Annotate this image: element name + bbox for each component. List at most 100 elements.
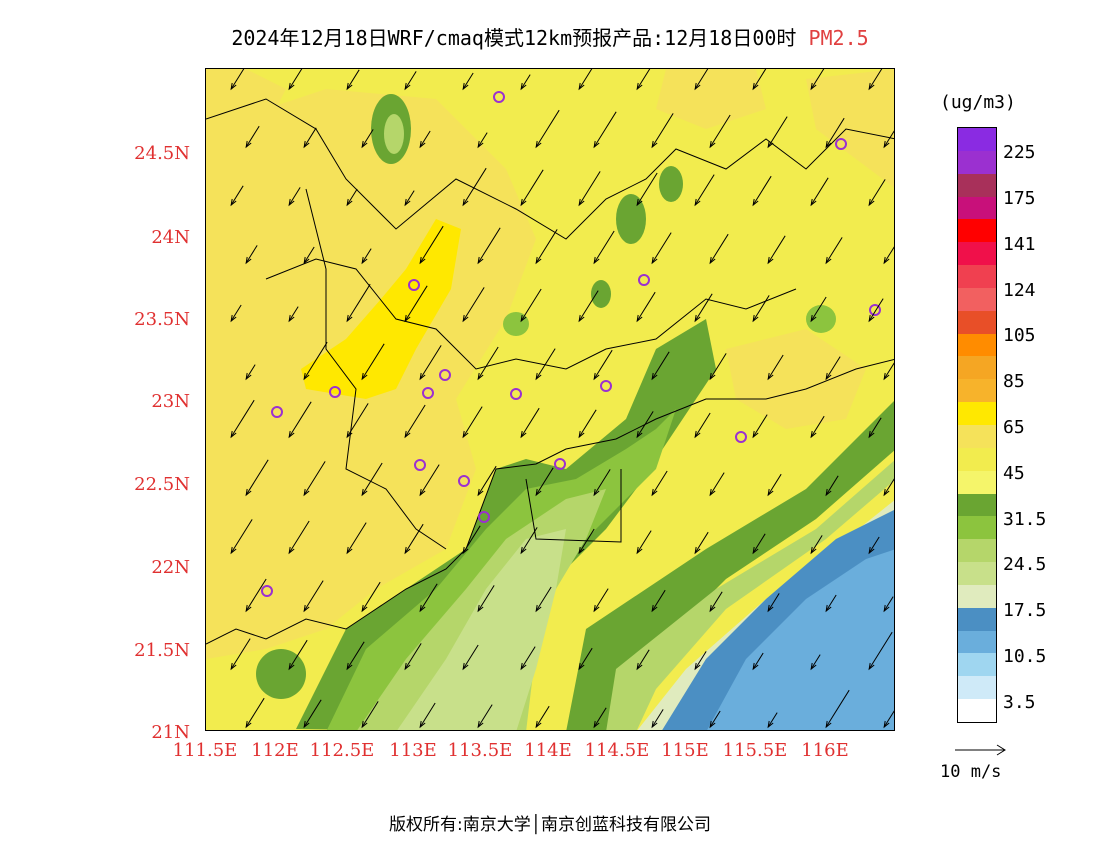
wind-arrow	[651, 351, 670, 380]
wind-arrow-head	[651, 720, 658, 729]
wind-arrow-head	[520, 198, 527, 207]
pm25-map	[205, 68, 895, 731]
wind-arrow-head	[535, 720, 542, 729]
wind-reference-arrow	[955, 744, 1006, 756]
wind-arrow	[593, 469, 611, 496]
wind-arrow	[883, 710, 894, 728]
colorbar-label: 124	[1003, 280, 1036, 301]
wind-arrow-head	[593, 488, 600, 497]
colorbar-label: 65	[1003, 417, 1025, 438]
wind-arrow-head	[825, 604, 832, 613]
wind-arrow-head	[346, 314, 353, 323]
wind-arrow	[361, 581, 381, 612]
colorbar-segment	[958, 584, 996, 608]
wind-arrow-head	[810, 314, 817, 323]
wind-arrow	[868, 69, 883, 90]
lon-label: 114E	[524, 740, 572, 761]
wind-arrow	[709, 710, 721, 728]
colorbar-segment	[958, 539, 996, 563]
wind-arrow	[578, 171, 601, 206]
wind-arrow	[520, 527, 538, 554]
wind-arrow-head	[245, 488, 252, 497]
wind-arrow	[535, 705, 550, 728]
wind-arrow	[245, 245, 258, 264]
colorbar-label: 24.5	[1003, 554, 1047, 575]
wind-arrow-head	[883, 720, 890, 729]
wind-arrow	[361, 248, 372, 264]
colorbar-segment	[958, 607, 996, 631]
colorbar-label: 17.5	[1003, 600, 1047, 621]
wind-arrow	[230, 69, 245, 90]
wind-arrow-head	[477, 372, 484, 381]
lat-label: 22.5N	[134, 474, 190, 495]
wind-arrow-head	[709, 488, 716, 497]
wind-arrow-head	[520, 430, 527, 439]
wind-arrow	[419, 225, 444, 264]
colorbar-segment	[958, 402, 996, 425]
wind-arrow	[245, 459, 269, 496]
wind-arrow	[825, 356, 841, 380]
wind-arrow-head	[303, 372, 310, 381]
wind-arrow	[520, 74, 531, 90]
wind-arrow	[520, 288, 542, 322]
colorbar-segment	[958, 699, 996, 722]
colorbar-segment	[958, 447, 996, 471]
wind-arrow	[868, 298, 884, 322]
colorbar-label: 10.5	[1003, 646, 1047, 667]
wind-arrow-head	[767, 256, 774, 265]
lon-label: 113E	[389, 740, 437, 761]
wind-arrow-head	[636, 430, 643, 439]
wind-arrow	[709, 353, 727, 380]
wind-arrow	[462, 72, 474, 90]
wind-arrow	[477, 704, 493, 728]
wind-arrow-head	[883, 488, 890, 497]
wind-arrow-head	[477, 488, 484, 497]
wind-arrow-head	[477, 140, 484, 149]
colorbar-segment	[958, 493, 996, 517]
wind-arrow-head	[709, 256, 716, 265]
lat-label: 22N	[151, 557, 190, 578]
wind-arrow-head	[230, 546, 237, 555]
wind-arrow	[346, 403, 369, 438]
wind-arrow	[636, 172, 658, 206]
wind-arrow-head	[694, 314, 701, 323]
lat-label: 24.5N	[134, 143, 190, 164]
wind-arrow	[752, 175, 772, 206]
wind-arrow	[230, 638, 251, 670]
wind-arrow-head	[767, 372, 774, 381]
wind-arrow	[868, 417, 882, 438]
wind-arrow-head	[419, 720, 426, 729]
wind-arrow-head	[868, 430, 875, 439]
wind-arrow-head	[752, 546, 759, 555]
wind-arrow	[767, 354, 784, 380]
wind-arrow-head	[636, 314, 643, 323]
wind-arrow-head	[752, 430, 759, 439]
wind-arrow	[404, 523, 424, 554]
wind-arrow	[361, 343, 385, 380]
colorbar-label: 175	[1003, 188, 1036, 209]
wind-arrow-head	[578, 430, 585, 439]
wind-arrow	[245, 125, 260, 148]
wind-arrow-head	[520, 82, 527, 91]
wind-arrow	[883, 478, 894, 496]
wind-arrow	[825, 475, 839, 496]
wind-arrow	[883, 246, 894, 264]
wind-arrow-head	[288, 662, 295, 671]
wind-arrow-head	[810, 198, 817, 207]
wind-arrow	[578, 290, 599, 322]
wind-arrow-head	[578, 198, 585, 207]
wind-arrow-head	[404, 546, 411, 555]
wind-arrow-head	[245, 140, 252, 149]
wind-arrow	[578, 528, 595, 554]
wind-arrow	[651, 232, 672, 264]
wind-arrow	[404, 404, 426, 438]
colorbar-segment	[958, 196, 996, 220]
wind-arrow-head	[288, 82, 295, 91]
colorbar-segment	[958, 516, 996, 540]
wind-arrow	[593, 111, 617, 148]
wind-arrow-head	[636, 82, 643, 91]
wind-arrow	[346, 641, 365, 670]
wind-arrow	[883, 130, 894, 148]
wind-arrow	[462, 287, 485, 322]
wind-arrow	[535, 467, 554, 496]
